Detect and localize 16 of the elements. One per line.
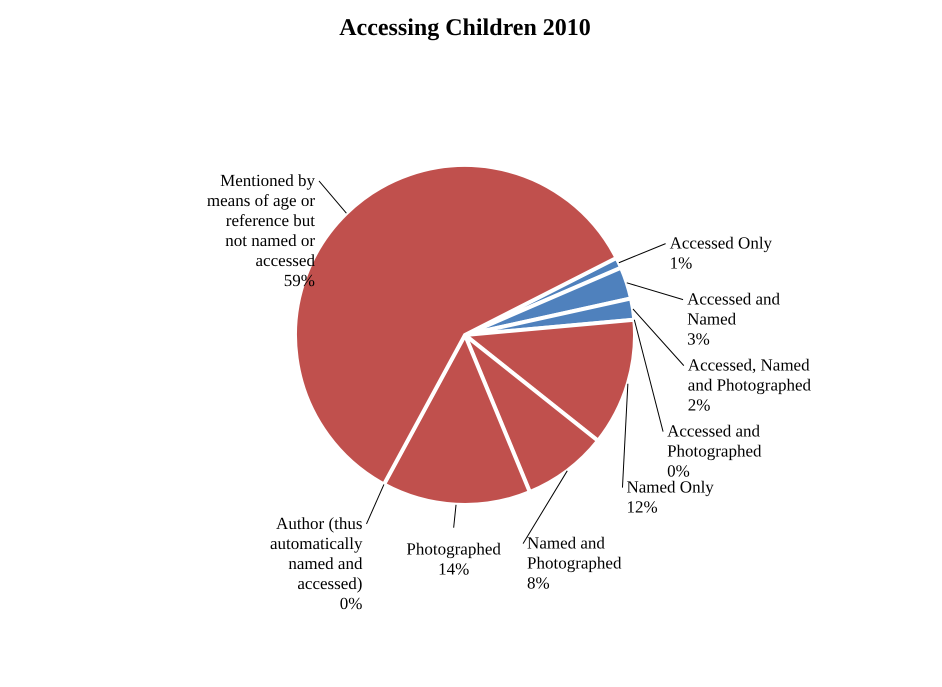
data-label: 14% <box>438 560 470 579</box>
category-label: Author (thus automatically named and accessed) <box>270 514 362 593</box>
data-label: 3% <box>687 330 710 349</box>
category-label: Accessed and Photographed <box>667 422 762 461</box>
data-label: 1% <box>670 254 692 273</box>
chart-title: Accessing Children 2010 <box>339 15 591 41</box>
data-label: 12% <box>626 498 658 517</box>
data-label: 2% <box>688 396 710 415</box>
slice-label: Accessed and Named <box>687 290 781 329</box>
slice-label: Mentioned by means of age or reference but not named or accessed <box>206 170 316 270</box>
slice-label: Accessed Only <box>670 234 773 253</box>
slice-label: Photographed <box>406 540 502 559</box>
slice-label: Named and Photographed <box>527 534 622 573</box>
data-label: 8% <box>527 574 550 593</box>
slice-label: Accessed, Named and Photographed <box>688 356 812 395</box>
text: 0% <box>340 594 362 613</box>
